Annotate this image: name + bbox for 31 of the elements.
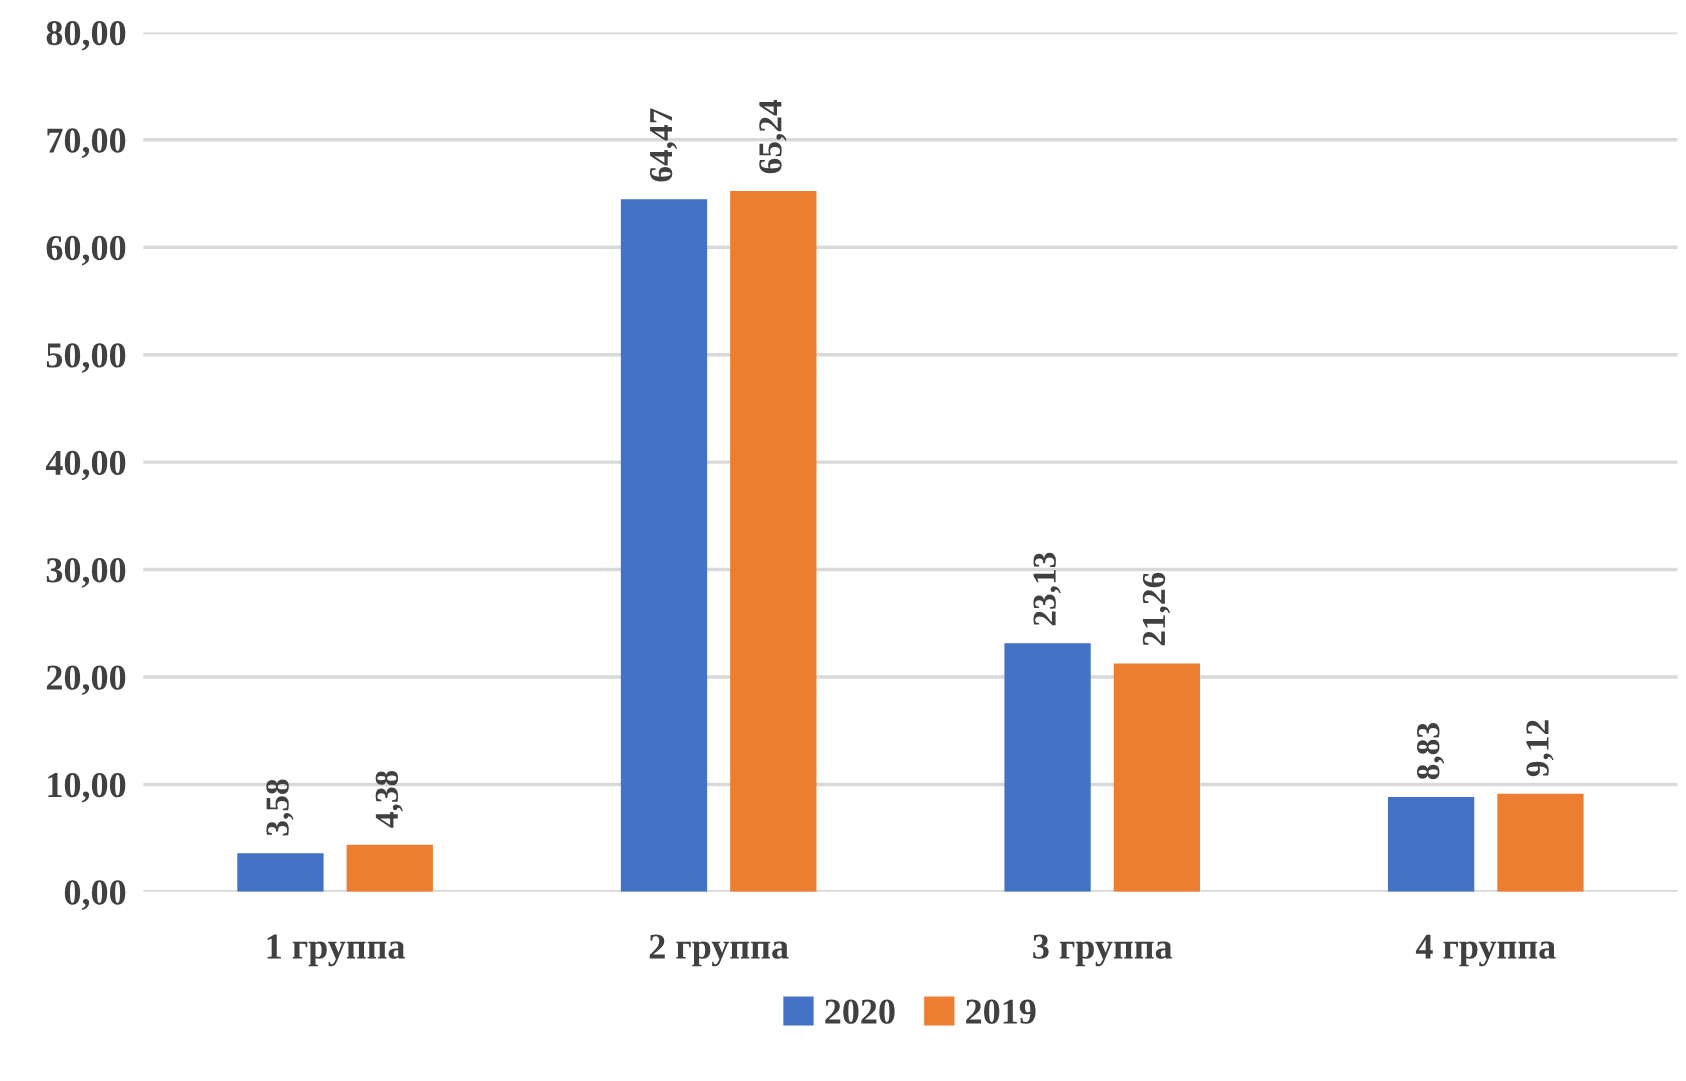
y-tick-label: 30,00	[46, 558, 126, 588]
data-label: 64,47	[649, 108, 678, 182]
x-tick-label: 2 группа	[649, 934, 789, 967]
y-tick-label: 60,00	[46, 235, 126, 266]
bar	[1113, 663, 1201, 892]
bar	[1497, 793, 1584, 892]
data-label: 65,24	[759, 99, 787, 174]
bar	[1387, 796, 1475, 892]
bar	[1004, 643, 1091, 892]
x-tick-label: 1 группа	[267, 934, 405, 967]
y-tick-label: 50,00	[46, 343, 126, 373]
y-tick-label: 80,00	[46, 20, 126, 51]
bar	[730, 190, 817, 892]
x-tick-label: 4 группа	[1415, 934, 1556, 967]
y-tick-label: 40,00	[45, 450, 126, 481]
legend-label: 2020	[825, 999, 895, 1024]
data-label: 9,12	[1526, 720, 1554, 777]
legend-label: 2019	[966, 999, 1036, 1024]
y-tick-label: 10,00	[48, 772, 126, 803]
data-label: 3,58	[266, 779, 294, 836]
data-label: 4,38	[375, 770, 403, 828]
y-tick-label: 20,00	[46, 665, 126, 696]
x-tick-label: 3 группа	[1033, 934, 1173, 967]
data-label: 23,13	[1033, 552, 1061, 626]
y-tick-label: 0,00	[64, 880, 126, 910]
data-label: 8,83	[1416, 723, 1445, 780]
bar	[237, 853, 324, 892]
bar	[620, 199, 708, 892]
data-label: 21,26	[1142, 572, 1171, 646]
bar	[346, 844, 433, 892]
y-tick-label: 70,00	[47, 128, 126, 158]
